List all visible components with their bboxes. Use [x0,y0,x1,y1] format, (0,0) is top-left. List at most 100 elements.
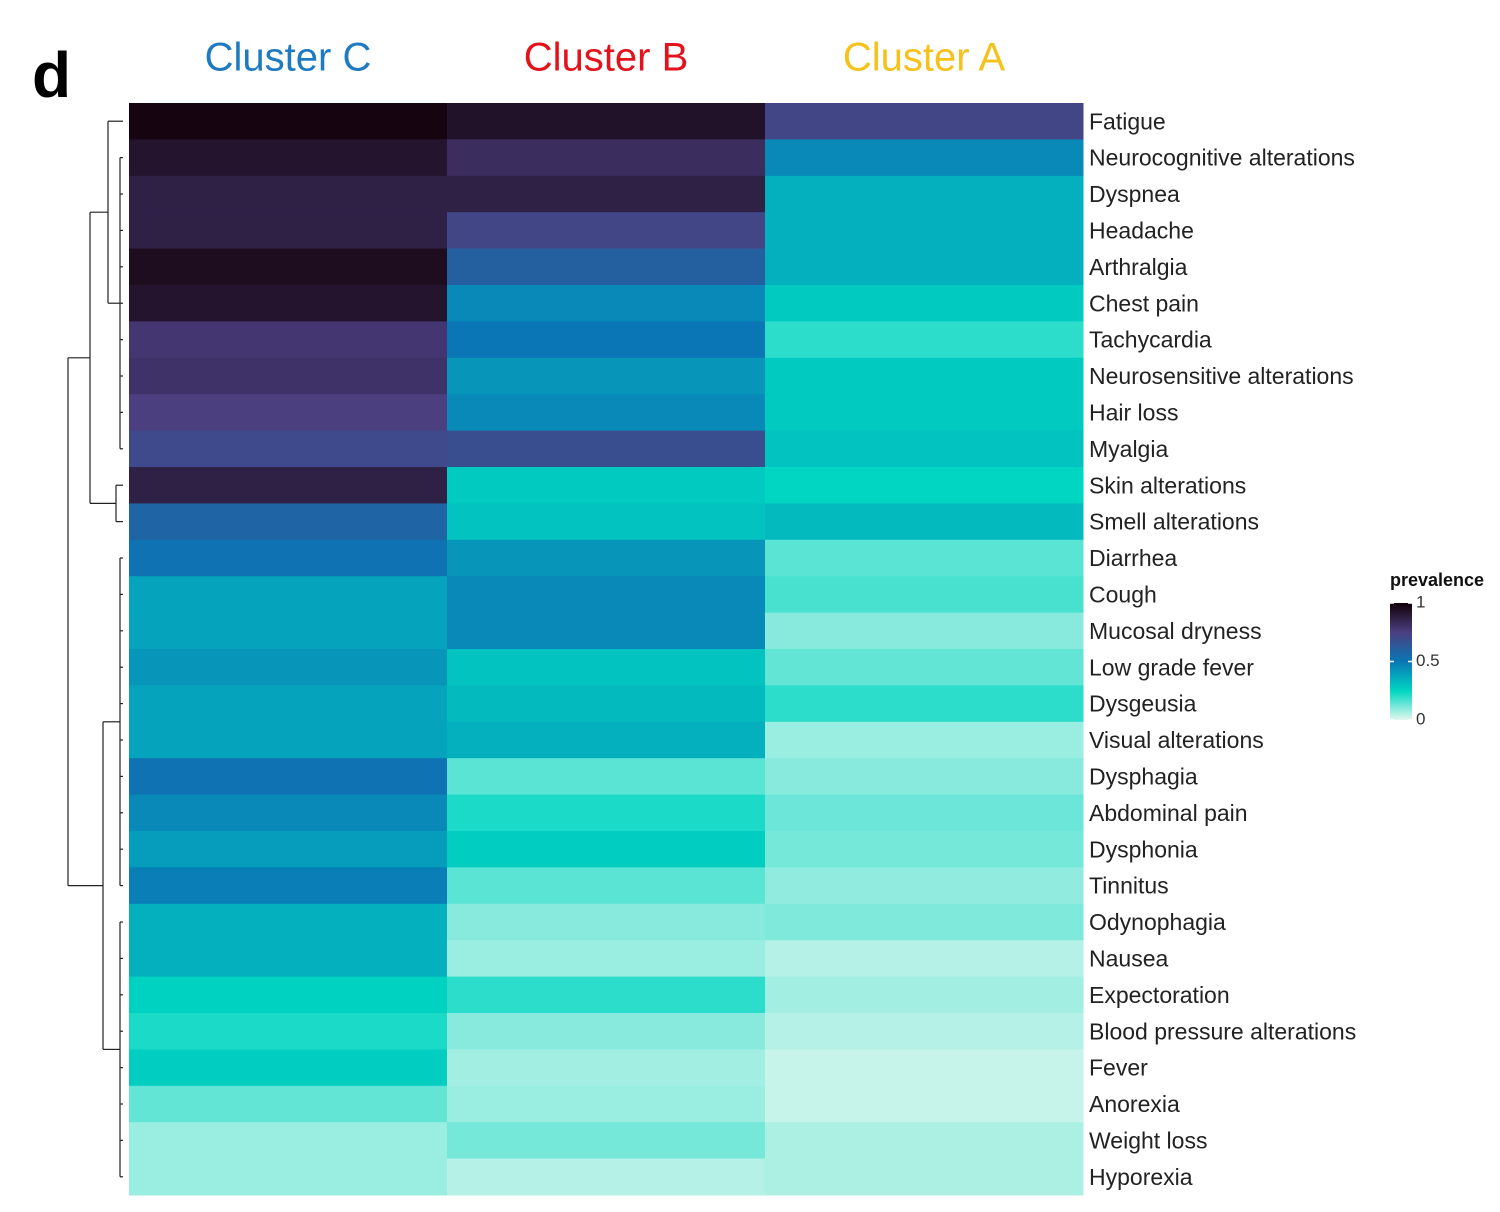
row-label: Visual alterations [1089,727,1264,753]
heat-cell [129,976,448,1014]
heat-cell [765,467,1084,504]
heat-cell [765,976,1084,1014]
heat-cell [129,430,448,468]
heat-cell [129,1013,448,1050]
heat-cell [129,175,448,213]
row-label: Cough [1089,581,1157,607]
heat-cell [129,1085,448,1123]
heat-cell [129,285,448,322]
heat-cell [447,1122,766,1160]
heat-cell [129,903,448,941]
row-label: Expectoration [1089,982,1230,1008]
heat-cell [447,467,766,504]
heat-cell [765,503,1084,541]
heat-cell [129,940,448,978]
row-label: Hair loss [1089,399,1178,425]
heat-cell [447,1158,766,1196]
heat-cell [765,1049,1084,1087]
row-label: Anorexia [1089,1091,1180,1117]
heat-cell [129,357,448,395]
heat-cell [447,685,766,723]
heat-cell [447,175,766,213]
heat-cell [129,394,448,432]
heat-cell [129,612,448,650]
heat-cell [129,1049,448,1087]
heat-cell [447,1049,766,1087]
column-header: Cluster B [524,36,689,80]
row-label: Tachycardia [1089,327,1212,353]
row-label: Mucosal dryness [1089,618,1262,644]
heat-cell [129,721,448,759]
heat-cell [129,758,448,796]
heat-cell [129,539,448,577]
row-label: Abdominal pain [1089,800,1248,826]
heat-cell [765,394,1084,432]
heat-cell [447,430,766,468]
heat-cell [765,357,1084,395]
row-label: Dyspnea [1089,181,1180,207]
heat-cell [129,867,448,905]
heat-cell [765,794,1084,832]
row-label: Dysphonia [1089,836,1198,862]
heat-cell [765,576,1084,614]
row-label: Chest pain [1089,290,1199,316]
heat-cell [765,1085,1084,1123]
heat-cell [447,248,766,286]
row-label: Smell alterations [1089,509,1259,535]
heat-cell [447,1013,766,1050]
heat-cell [129,1122,448,1160]
colorbar-tick-label: 0.5 [1416,651,1440,670]
heat-cell [765,867,1084,905]
colorbar-tick-label: 1 [1416,592,1425,611]
heat-cell [447,940,766,978]
heat-cell [129,467,448,504]
heat-cell [447,1085,766,1123]
heat-cell [129,103,448,140]
heat-cell [129,649,448,686]
heat-cell [765,139,1084,177]
colorbar [1390,603,1412,720]
heat-cell [447,903,766,941]
heat-cell [129,139,448,177]
heat-cell [447,394,766,432]
heat-cell [129,503,448,541]
colorbar-tick-label: 0 [1416,709,1425,728]
heat-cell [129,831,448,868]
heat-cell [447,139,766,177]
row-label: Odynophagia [1089,909,1226,935]
heat-cell [129,794,448,832]
heat-cell [129,576,448,614]
heat-cell [129,212,448,250]
heat-cell [129,1158,448,1196]
heat-cell [129,248,448,286]
row-label: Neurocognitive alterations [1089,145,1355,171]
row-label: Blood pressure alterations [1089,1018,1356,1044]
heat-cell [765,212,1084,250]
heat-cell [765,103,1084,140]
heat-cell [765,685,1084,723]
heat-cell [447,867,766,905]
heat-cell [765,539,1084,577]
row-label: Hyporexia [1089,1164,1193,1190]
colorbar-title: prevalence [1390,570,1484,590]
heat-cell [765,175,1084,213]
row-label: Fatigue [1089,108,1166,134]
row-label: Weight loss [1089,1127,1207,1153]
heat-cell [765,721,1084,759]
heat-cell [765,1158,1084,1196]
heat-cell [447,794,766,832]
heat-cell [447,103,766,140]
heat-cell [765,1122,1084,1160]
row-label: Diarrhea [1089,545,1177,571]
panel-label: d [32,39,71,111]
row-label: Arthralgia [1089,254,1188,280]
row-label: Myalgia [1089,436,1168,462]
heat-cell [447,503,766,541]
heat-cell [447,576,766,614]
column-header: Cluster A [843,36,1006,80]
heat-cell [765,321,1084,359]
row-label: Dysphagia [1089,763,1198,789]
heat-cell [129,321,448,359]
column-header: Cluster C [205,36,372,80]
